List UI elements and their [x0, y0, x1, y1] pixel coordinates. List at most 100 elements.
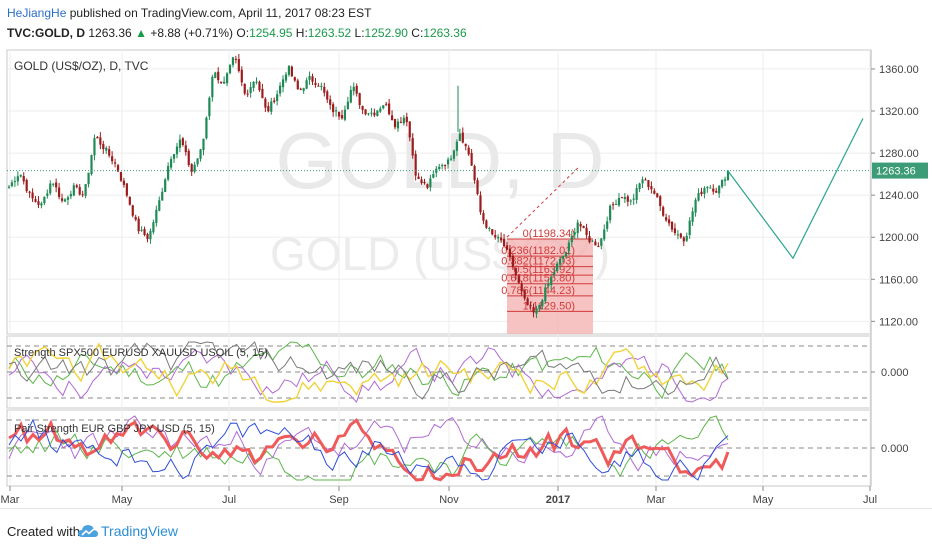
candle-body — [679, 233, 682, 238]
tradingview-cloud-icon — [78, 525, 98, 537]
x-tick-label: Jul — [222, 494, 236, 506]
candle-body — [234, 58, 237, 60]
fib-level-label: 0.236(1182.01) — [501, 245, 575, 257]
candle-body — [52, 183, 55, 185]
price-axis[interactable]: 1360.00 1320.00 1280.00 1240.00 1200.00 1160.… — [871, 64, 919, 328]
candle-body — [373, 112, 376, 116]
candle-body — [500, 237, 503, 241]
candle-body — [13, 181, 16, 183]
candle-body — [385, 103, 388, 105]
candle-body — [122, 180, 126, 185]
candle-body — [694, 199, 697, 213]
candle-body — [355, 85, 358, 94]
candle-body — [438, 166, 441, 169]
candle-body — [550, 276, 553, 286]
candle-body — [470, 152, 473, 166]
candle-body — [635, 188, 638, 200]
candle-body — [420, 179, 423, 183]
candle-body — [211, 76, 214, 98]
x-tick-label: Mar — [1, 494, 20, 506]
candle-body — [172, 154, 176, 159]
candle-body — [715, 190, 718, 193]
candle-body — [591, 240, 594, 242]
strength-oscillator: 0.000 — [7, 341, 909, 403]
candle-body — [161, 191, 164, 201]
candle-body — [175, 146, 179, 155]
oscillator-line — [8, 417, 730, 482]
candle-body — [473, 166, 476, 181]
candle-body — [96, 136, 99, 139]
projection-path — [727, 118, 864, 260]
candle-body — [278, 85, 282, 94]
candle-body — [726, 170, 730, 181]
candle-body — [49, 183, 52, 194]
candle-body — [214, 72, 217, 79]
candle-body — [676, 234, 680, 236]
candle-body — [116, 165, 120, 172]
candle-body — [721, 179, 724, 187]
candle-body — [494, 235, 497, 238]
candle-body — [267, 106, 270, 112]
candle-body — [367, 113, 370, 115]
candle-body — [626, 196, 629, 202]
candle-body — [667, 219, 671, 224]
candle-body — [205, 117, 208, 139]
candle-body — [199, 149, 202, 159]
candle-body — [597, 245, 600, 248]
chart-canvas[interactable]: GOLD, D GOLD (US$/OZ) 0(1198.34)0.236(11… — [0, 48, 932, 508]
candle-body — [66, 197, 70, 200]
candle-body — [650, 186, 653, 190]
candlestick-series — [7, 54, 730, 319]
candle-body — [16, 176, 19, 182]
candle-body — [326, 91, 329, 100]
candle-body — [240, 69, 243, 83]
candle-body — [508, 248, 512, 258]
candle-body — [273, 100, 276, 102]
candle-body — [90, 155, 93, 174]
candle-body — [81, 194, 84, 196]
candle-body — [441, 165, 444, 167]
tradingview-brand[interactable]: TradingView — [101, 523, 179, 539]
price-pane — [6, 49, 872, 335]
candle-body — [190, 164, 193, 172]
candle-body — [131, 205, 134, 216]
candle-body — [364, 109, 367, 115]
candle-body — [84, 184, 87, 196]
candle-body — [567, 242, 570, 251]
candle-body — [665, 217, 668, 221]
x-tick-label: Sep — [329, 494, 349, 506]
drawing-overlays: 1263.36 — [7, 118, 928, 260]
candle-body — [60, 198, 64, 201]
candle-body — [432, 173, 435, 178]
candle-body — [217, 71, 220, 81]
oscillator-line — [8, 341, 729, 400]
candle-body — [697, 193, 700, 201]
candle-body — [164, 179, 167, 193]
candle-body — [544, 287, 547, 302]
oscillator-line — [8, 342, 729, 403]
candle-body — [296, 80, 299, 90]
x-tick-label: Nov — [439, 494, 459, 506]
time-axis[interactable]: Mar May Jul Sep Nov 2017 Mar May Jul — [1, 486, 878, 506]
pair-strength-oscillator: 0.000 — [7, 415, 909, 482]
candle-body — [396, 121, 400, 129]
candle-body — [458, 133, 461, 142]
candle-body — [523, 289, 526, 299]
fib-level-label: 0(1198.34) — [523, 228, 575, 240]
candle-body — [623, 197, 626, 200]
candle-body — [423, 181, 426, 184]
open-value: 1254.95 — [249, 26, 293, 40]
candle-body — [514, 267, 517, 276]
candle-body — [491, 229, 494, 235]
candle-body — [703, 188, 706, 194]
x-tick-label: 2017 — [546, 494, 570, 506]
candle-body — [706, 186, 709, 189]
oscillator-line — [8, 347, 729, 403]
candle-body — [143, 229, 146, 235]
candle-body — [264, 98, 267, 108]
fibonacci-retracement[interactable]: 0(1198.34)0.236(1182.01)0.382(1172.03)0.… — [501, 228, 593, 334]
candle-body — [225, 73, 229, 84]
author-link[interactable]: HeJiangHe — [7, 6, 67, 20]
candle-body — [252, 81, 255, 88]
candle-body — [108, 149, 111, 156]
